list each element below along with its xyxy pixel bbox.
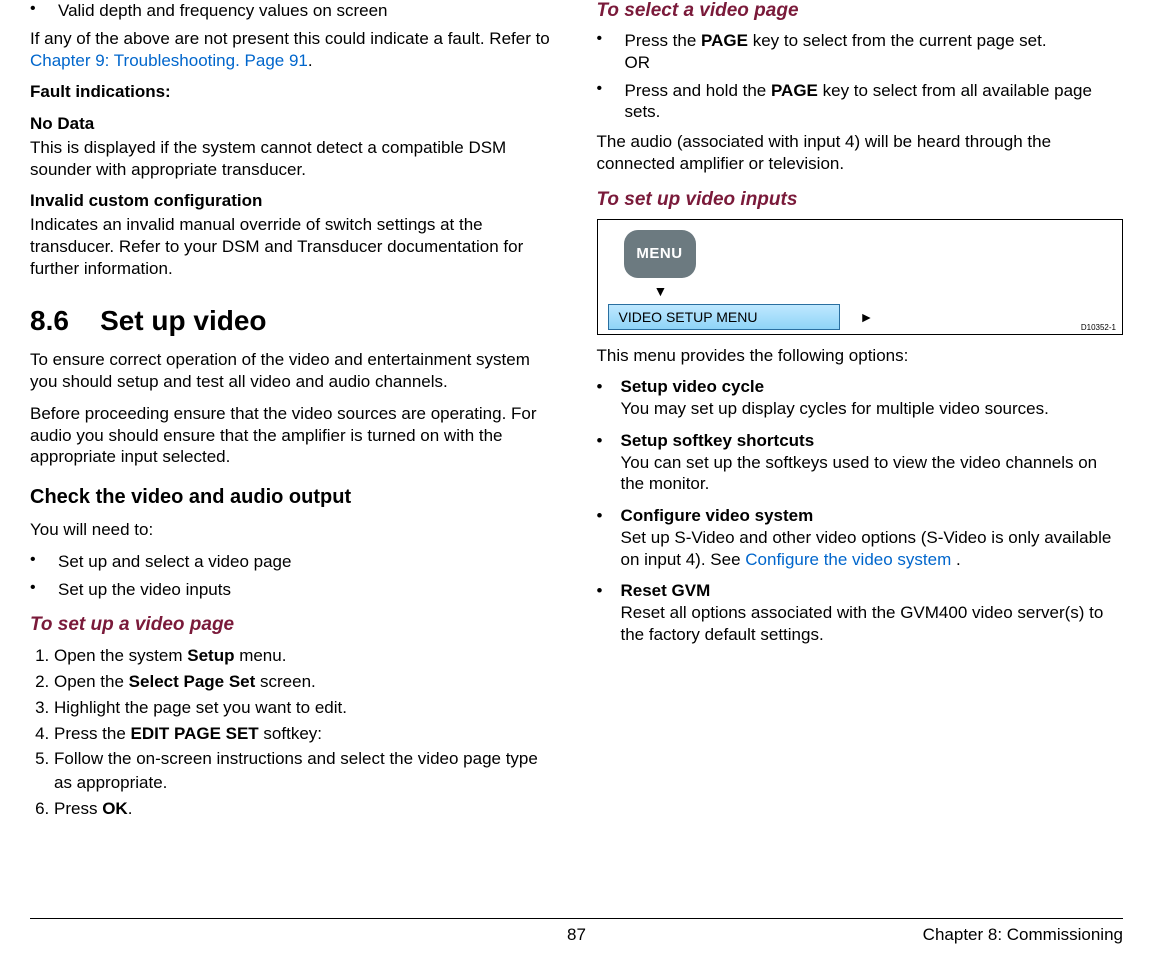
- bullet-marker: •: [30, 0, 58, 22]
- diagram-id: D10352-1: [1081, 323, 1116, 332]
- down-arrow-icon: ▼: [654, 284, 1113, 298]
- option-item: • Setup video cycle You may set up displ…: [597, 376, 1124, 420]
- troubleshooting-link[interactable]: Chapter 9: Troubleshooting. Page 91: [30, 51, 308, 70]
- list-item: Open the Select Page Set screen.: [54, 670, 557, 694]
- option-item: • Configure video system Set up S-Video …: [597, 505, 1124, 570]
- option-text: Reset all options associated with the GV…: [621, 603, 1104, 644]
- text: Press and hold the: [625, 81, 771, 100]
- check-intro: You will need to:: [30, 519, 557, 541]
- bullet-marker: •: [30, 579, 58, 601]
- section-number: 8.6: [30, 305, 69, 336]
- section-paragraph: Before proceeding ensure that the video …: [30, 403, 557, 468]
- option-item: • Reset GVM Reset all options associated…: [597, 580, 1124, 645]
- section-title: Set up video: [100, 305, 266, 336]
- list-item: Highlight the page set you want to edit.: [54, 696, 557, 720]
- invalid-config-heading: Invalid custom configuration: [30, 190, 557, 212]
- text: softkey:: [259, 724, 322, 743]
- bullet-marker: •: [30, 551, 58, 573]
- invalid-config-paragraph: Indicates an invalid manual override of …: [30, 214, 557, 279]
- bullet-text: Valid depth and frequency values on scre…: [58, 0, 557, 22]
- bullet-marker: •: [597, 30, 625, 74]
- check-output-heading: Check the video and audio output: [30, 486, 557, 509]
- text: Open the system: [54, 646, 187, 665]
- bullet-marker: •: [597, 505, 621, 570]
- bullet-text: Press and hold the PAGE key to select fr…: [625, 80, 1124, 124]
- text: .: [308, 51, 313, 70]
- option-text: You may set up display cycles for multip…: [621, 399, 1049, 418]
- option-heading: Setup video cycle: [621, 377, 765, 396]
- option-text: .: [956, 550, 961, 569]
- page-footer: 87 Chapter 8: Commissioning: [30, 918, 1123, 945]
- page-number: 87: [394, 925, 758, 945]
- bullet-item: • Valid depth and frequency values on sc…: [30, 0, 557, 22]
- list-item: Press OK.: [54, 797, 557, 821]
- list-item: Open the system Setup menu.: [54, 644, 557, 668]
- bullet-marker: •: [597, 430, 621, 495]
- setup-steps-list: Open the system Setup menu. Open the Sel…: [30, 644, 557, 821]
- setup-video-inputs-heading: To set up video inputs: [597, 189, 1124, 211]
- text: Press the: [54, 724, 131, 743]
- option-heading: Setup softkey shortcuts: [621, 431, 815, 450]
- section-paragraph: To ensure correct operation of the video…: [30, 349, 557, 393]
- bullet-item: • Set up the video inputs: [30, 579, 557, 601]
- right-caret-icon: ►: [860, 309, 874, 325]
- text: screen.: [255, 672, 315, 691]
- or-text: OR: [625, 52, 1124, 74]
- configure-video-link[interactable]: Configure the video system: [745, 550, 956, 569]
- option-text: You can set up the softkeys used to view…: [621, 453, 1098, 494]
- text: EDIT PAGE SET: [131, 724, 259, 743]
- chapter-label: Chapter 8: Commissioning: [759, 925, 1123, 945]
- left-column: • Valid depth and frequency values on sc…: [30, 0, 557, 823]
- fault-indications-heading: Fault indications:: [30, 81, 557, 103]
- text: Press the: [625, 31, 702, 50]
- setup-video-page-heading: To set up a video page: [30, 614, 557, 636]
- text: OK: [102, 799, 128, 818]
- text: Setup: [187, 646, 234, 665]
- text: menu.: [234, 646, 286, 665]
- text: PAGE: [771, 81, 818, 100]
- bullet-text: Press the PAGE key to select from the cu…: [625, 30, 1124, 52]
- fault-refer-paragraph: If any of the above are not present this…: [30, 28, 557, 72]
- bullet-item: • Set up and select a video page: [30, 551, 557, 573]
- no-data-paragraph: This is displayed if the system cannot d…: [30, 137, 557, 181]
- bullet-marker: •: [597, 80, 625, 124]
- list-item: Press the EDIT PAGE SET softkey:: [54, 722, 557, 746]
- bullet-marker: •: [597, 580, 621, 645]
- text: key to select from the current page set.: [748, 31, 1047, 50]
- text: If any of the above are not present this…: [30, 29, 550, 48]
- bullet-item: • Press and hold the PAGE key to select …: [597, 80, 1124, 124]
- text: Press: [54, 799, 102, 818]
- video-setup-diagram: MENU ▼ VIDEO SETUP MENU ► D10352-1: [597, 219, 1124, 335]
- text: Open the: [54, 672, 129, 691]
- section-heading: 8.6 Set up video: [30, 305, 557, 337]
- bullet-text: Set up the video inputs: [58, 579, 557, 601]
- menu-options-intro: This menu provides the following options…: [597, 345, 1124, 367]
- menu-button-graphic: MENU: [624, 230, 696, 278]
- bullet-marker: •: [597, 376, 621, 420]
- right-column: To select a video page • Press the PAGE …: [597, 0, 1124, 823]
- list-item: Follow the on-screen instructions and se…: [54, 747, 557, 795]
- select-video-page-heading: To select a video page: [597, 0, 1124, 22]
- option-heading: Reset GVM: [621, 581, 711, 600]
- text: PAGE: [701, 31, 748, 50]
- audio-note: The audio (associated with input 4) will…: [597, 131, 1124, 175]
- text: Select Page Set: [129, 672, 256, 691]
- text: .: [128, 799, 133, 818]
- video-setup-menu-bar: VIDEO SETUP MENU: [608, 304, 840, 330]
- no-data-heading: No Data: [30, 113, 557, 135]
- bullet-item: • Press the PAGE key to select from the …: [597, 30, 1124, 74]
- option-heading: Configure video system: [621, 506, 814, 525]
- option-item: • Setup softkey shortcuts You can set up…: [597, 430, 1124, 495]
- bullet-text: Set up and select a video page: [58, 551, 557, 573]
